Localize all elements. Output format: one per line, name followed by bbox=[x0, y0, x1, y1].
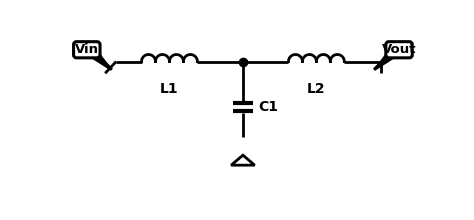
FancyBboxPatch shape bbox=[386, 42, 412, 58]
Polygon shape bbox=[98, 55, 112, 70]
Polygon shape bbox=[374, 55, 388, 70]
Polygon shape bbox=[93, 58, 112, 70]
Text: C1: C1 bbox=[258, 100, 278, 114]
Polygon shape bbox=[374, 58, 392, 70]
Text: Vout: Vout bbox=[382, 43, 416, 56]
Text: Vin: Vin bbox=[75, 43, 99, 56]
Text: L2: L2 bbox=[307, 82, 326, 96]
FancyBboxPatch shape bbox=[73, 42, 100, 58]
Text: L1: L1 bbox=[160, 82, 179, 96]
